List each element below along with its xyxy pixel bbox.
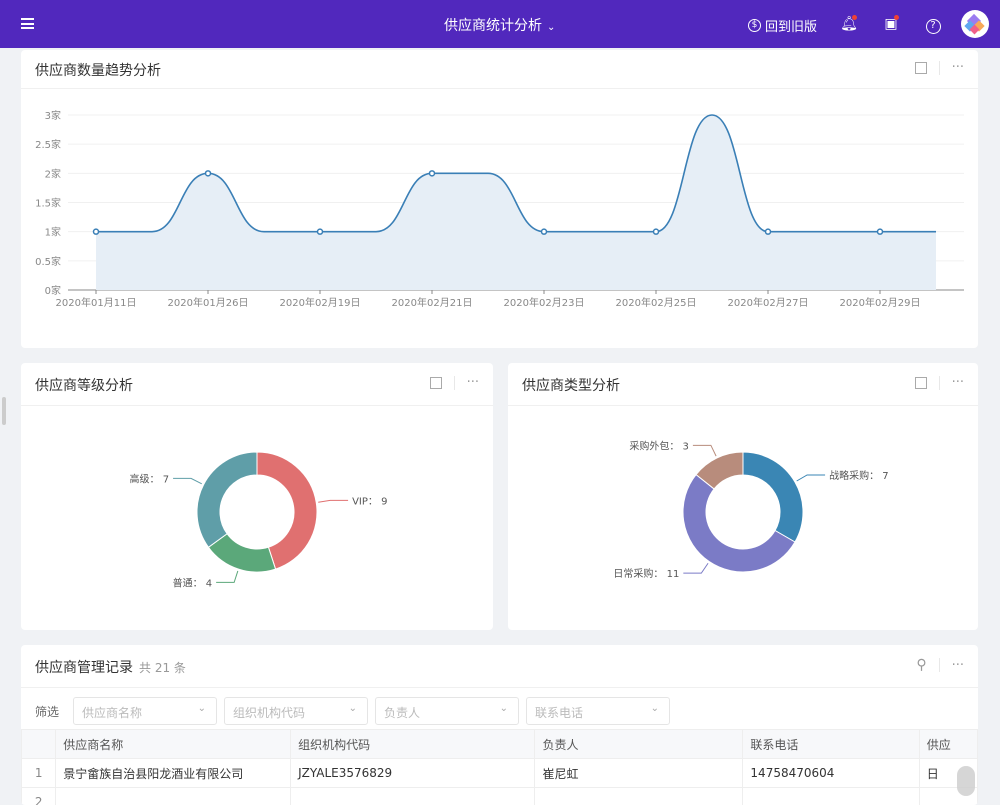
column-header[interactable]: 供应商名称 bbox=[56, 730, 291, 759]
filter-org-code[interactable]: 组织机构代码⌄ bbox=[224, 697, 368, 725]
label-leader bbox=[683, 563, 708, 573]
pie-slice bbox=[743, 452, 803, 542]
chevron-down-icon: ⌄ bbox=[500, 703, 508, 714]
slice-label: VIP： 9 bbox=[352, 496, 387, 507]
table-header-row: 供应商名称组织机构代码负责人联系电话供应 bbox=[22, 730, 978, 759]
chevron-down-icon: ⌄ bbox=[349, 703, 357, 714]
filter-label: 筛选 bbox=[35, 703, 59, 720]
label-leader bbox=[797, 475, 825, 481]
horizontal-scroll-handle[interactable] bbox=[957, 766, 975, 796]
card-title: 供应商管理记录 bbox=[35, 660, 133, 676]
filter-owner[interactable]: 负责人⌄ bbox=[375, 697, 519, 725]
chevron-down-icon: ⌄ bbox=[198, 703, 206, 714]
table-row[interactable]: 2 bbox=[22, 788, 978, 805]
more-icon[interactable]: ··· bbox=[952, 658, 964, 673]
slice-label: 高级： 7 bbox=[130, 472, 170, 485]
filter-phone[interactable]: 联系电话⌄ bbox=[526, 697, 670, 725]
label-leader bbox=[318, 500, 348, 502]
donut-charts: VIP： 9 普通： 4 高级： 7 战略采购： 7 日常采购： 11 采购外包： 3 bbox=[0, 0, 1000, 640]
slice-label: 日常采购： 11 bbox=[613, 567, 679, 580]
filter-supplier-name[interactable]: 供应商名称⌄ bbox=[73, 697, 217, 725]
label-leader bbox=[173, 478, 202, 483]
label-leader bbox=[216, 571, 238, 582]
column-header[interactable]: 负责人 bbox=[535, 730, 743, 759]
records-card: 供应商管理记录共 21 条 ⚲··· 筛选 供应商名称⌄ 组织机构代码⌄ 负责人… bbox=[21, 645, 978, 805]
slice-label: 普通： 4 bbox=[173, 576, 213, 589]
column-header[interactable]: 供应 bbox=[919, 730, 977, 759]
slice-label: 采购外包： 3 bbox=[629, 439, 689, 452]
chevron-down-icon: ⌄ bbox=[651, 703, 659, 714]
label-leader bbox=[693, 445, 716, 456]
search-icon[interactable]: ⚲ bbox=[916, 657, 926, 673]
record-count: 共 21 条 bbox=[139, 661, 186, 675]
column-header[interactable]: 联系电话 bbox=[743, 730, 919, 759]
slice-label: 战略采购： 7 bbox=[829, 469, 889, 482]
column-header[interactable]: 组织机构代码 bbox=[291, 730, 535, 759]
pie-slice bbox=[197, 452, 257, 547]
